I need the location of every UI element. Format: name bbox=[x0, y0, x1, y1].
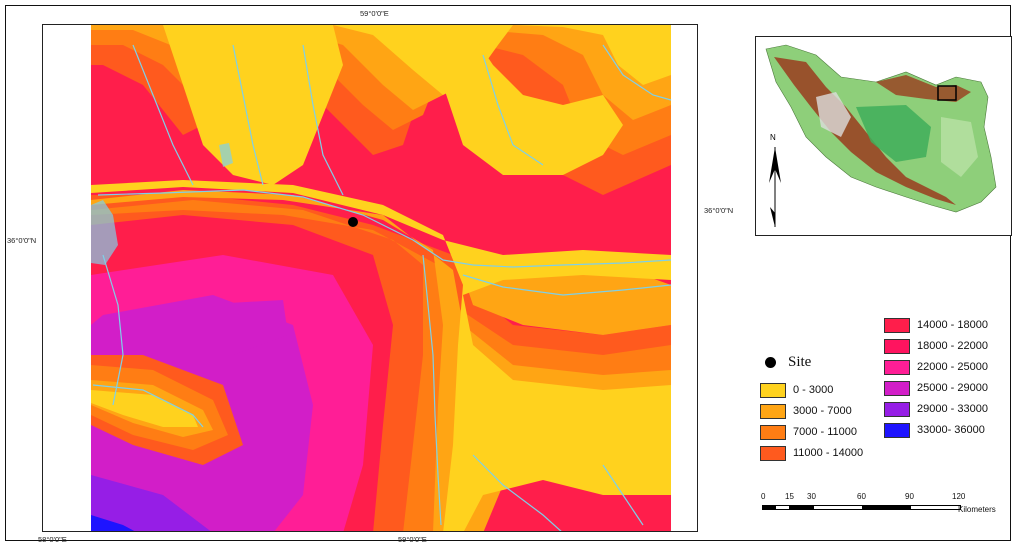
scale-tick-label: 0 bbox=[761, 492, 766, 501]
map-frame bbox=[5, 5, 1011, 541]
legend-swatch bbox=[760, 445, 786, 461]
legend-item: 29000 - 33000 bbox=[884, 401, 988, 417]
scale-bar-graphic bbox=[762, 505, 961, 510]
legend-swatch bbox=[884, 401, 910, 417]
distance-raster bbox=[43, 25, 697, 531]
legend-label: 33000- 36000 bbox=[917, 424, 985, 436]
scale-tick-label: 30 bbox=[807, 492, 816, 501]
legend-label: 29000 - 33000 bbox=[917, 403, 988, 415]
scale-unit-label: Kilometers bbox=[958, 505, 996, 514]
legend-label: 3000 - 7000 bbox=[793, 405, 852, 417]
legend-swatch bbox=[760, 424, 786, 440]
inset-locator-map[interactable]: N bbox=[755, 36, 1012, 236]
legend-label: 22000 - 25000 bbox=[917, 361, 988, 373]
coord-label-left: 36°0'0"N bbox=[7, 236, 37, 245]
scale-tick-label: 60 bbox=[857, 492, 866, 501]
legend-swatch bbox=[884, 422, 910, 438]
legend-item: 14000 - 18000 bbox=[884, 317, 988, 333]
legend-item: 0 - 3000 bbox=[760, 382, 863, 398]
legend-item: 33000- 36000 bbox=[884, 422, 988, 438]
legend-item: 3000 - 7000 bbox=[760, 403, 863, 419]
legend-site-item: Site bbox=[765, 354, 811, 371]
legend-column-1: 0 - 3000 3000 - 7000 7000 - 11000 11000 - 1… bbox=[760, 382, 863, 461]
scale-bar: 0 15 30 60 90 120 Kilometers bbox=[760, 492, 1010, 522]
legend-swatch bbox=[884, 317, 910, 333]
legend-item: 11000 - 14000 bbox=[760, 445, 863, 461]
distance-map[interactable] bbox=[42, 24, 698, 532]
site-marker-icon bbox=[765, 357, 776, 368]
legend-item: 22000 - 25000 bbox=[884, 359, 988, 375]
legend-label: 18000 - 22000 bbox=[917, 340, 988, 352]
legend-label: 14000 - 18000 bbox=[917, 319, 988, 331]
legend-column-2: 14000 - 18000 18000 - 22000 22000 - 25000 2… bbox=[884, 317, 988, 438]
legend-item: 7000 - 11000 bbox=[760, 424, 863, 440]
coord-label-top: 59°0'0"E bbox=[360, 9, 389, 18]
scale-tick-label: 120 bbox=[952, 492, 966, 501]
legend-item: 25000 - 29000 bbox=[884, 380, 988, 396]
legend-swatch bbox=[884, 380, 910, 396]
legend-label: 0 - 3000 bbox=[793, 384, 834, 396]
legend-swatch bbox=[884, 359, 910, 375]
coord-label-bottom-left: 58°0'0"E bbox=[38, 535, 67, 544]
legend-swatch bbox=[760, 403, 786, 419]
legend-label: 25000 - 29000 bbox=[917, 382, 988, 394]
coord-label-bottom-center: 59°0'0"E bbox=[398, 535, 427, 544]
scale-tick-label: 15 bbox=[785, 492, 794, 501]
coord-label-right: 36°0'0"N bbox=[704, 206, 734, 215]
north-label: N bbox=[770, 133, 776, 142]
country-relief-map: N bbox=[765, 44, 997, 227]
legend-label: 7000 - 11000 bbox=[793, 426, 858, 438]
legend-site-label: Site bbox=[788, 354, 812, 370]
legend-label: 11000 - 14000 bbox=[793, 447, 864, 459]
scale-tick-label: 90 bbox=[905, 492, 914, 501]
legend-swatch bbox=[884, 338, 910, 354]
legend-item: 18000 - 22000 bbox=[884, 338, 988, 354]
legend-swatch bbox=[760, 382, 786, 398]
